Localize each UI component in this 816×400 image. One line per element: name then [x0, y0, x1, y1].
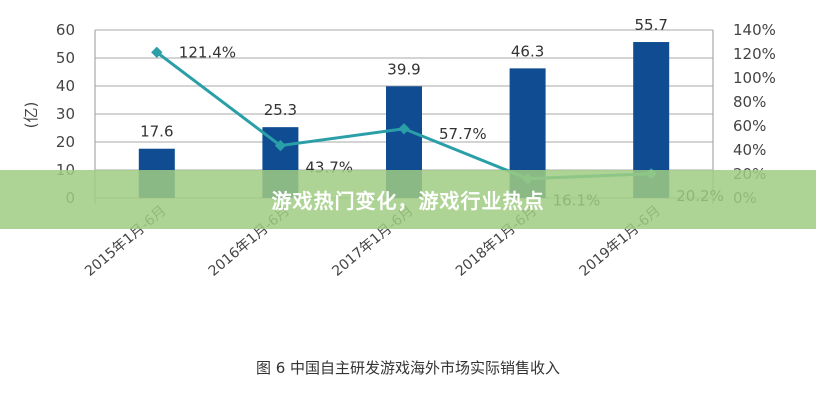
- y-tick-label: 50: [56, 49, 75, 67]
- y2-tick-label: 120%: [733, 45, 776, 63]
- y2-tick-label: 40%: [733, 141, 766, 159]
- bar-data-label: 46.3: [511, 42, 544, 60]
- y2-tick-label: 60%: [733, 117, 766, 135]
- chart-caption: 图 6 中国自主研发游戏海外市场实际销售收入: [256, 359, 560, 377]
- y-tick-label: 20: [56, 133, 75, 151]
- line-data-label: 57.7%: [439, 125, 487, 143]
- y-tick-label: 30: [56, 105, 75, 123]
- y-tick-label: 60: [56, 21, 75, 39]
- line-point: [274, 139, 287, 152]
- title-banner: 游戏热门变化，游戏行业热点: [0, 170, 816, 229]
- bar-data-label: 25.3: [264, 101, 297, 119]
- line-point: [151, 46, 163, 58]
- y2-tick-label: 100%: [733, 69, 776, 87]
- y-tick-label: 40: [56, 77, 75, 95]
- y-axis-label: (亿): [22, 102, 40, 129]
- y2-tick-label: 140%: [733, 21, 776, 39]
- line-data-label: 121.4%: [179, 43, 236, 61]
- bar-data-label: 55.7: [634, 16, 667, 34]
- bar-data-label: 17.6: [140, 123, 173, 141]
- y2-tick-label: 80%: [733, 93, 766, 111]
- bar-data-label: 39.9: [387, 60, 420, 78]
